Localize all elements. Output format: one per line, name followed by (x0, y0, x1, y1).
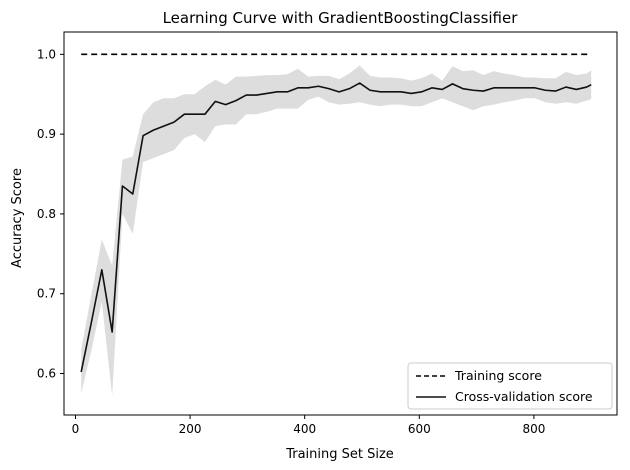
legend-box (407, 362, 613, 410)
y-tick-label: 0.9 (37, 127, 56, 141)
x-tick-label: 800 (522, 422, 545, 436)
legend-label-cross-validation-score: Cross-validation score (455, 389, 593, 404)
x-tick-label: 400 (293, 422, 316, 436)
x-axis: 0 200 400 600 800 (72, 415, 545, 436)
y-tick-label: 0.6 (37, 367, 56, 381)
x-tick-label: 200 (179, 422, 202, 436)
cross-validation-score-line (80, 82, 592, 373)
x-axis-label: Training Set Size (285, 447, 394, 462)
axes-frame (63, 31, 618, 416)
legend: Training score Cross-validation score (407, 362, 613, 410)
x-tick-label: 0 (72, 422, 80, 436)
y-tick-label: 0.8 (37, 207, 56, 221)
x-tick-label: 600 (408, 422, 431, 436)
chart-title: Learning Curve with GradientBoostingClas… (163, 9, 519, 27)
plot-area (80, 53, 592, 396)
cross-validation-band (81, 65, 592, 396)
y-tick-label: 0.7 (37, 287, 56, 301)
y-axis-label: Accuracy Score (10, 168, 25, 268)
y-tick-label: 1.0 (37, 47, 56, 61)
y-axis: 0.6 0.7 0.8 0.9 1.0 (37, 47, 64, 381)
legend-label-training-score: Training score (454, 368, 542, 383)
